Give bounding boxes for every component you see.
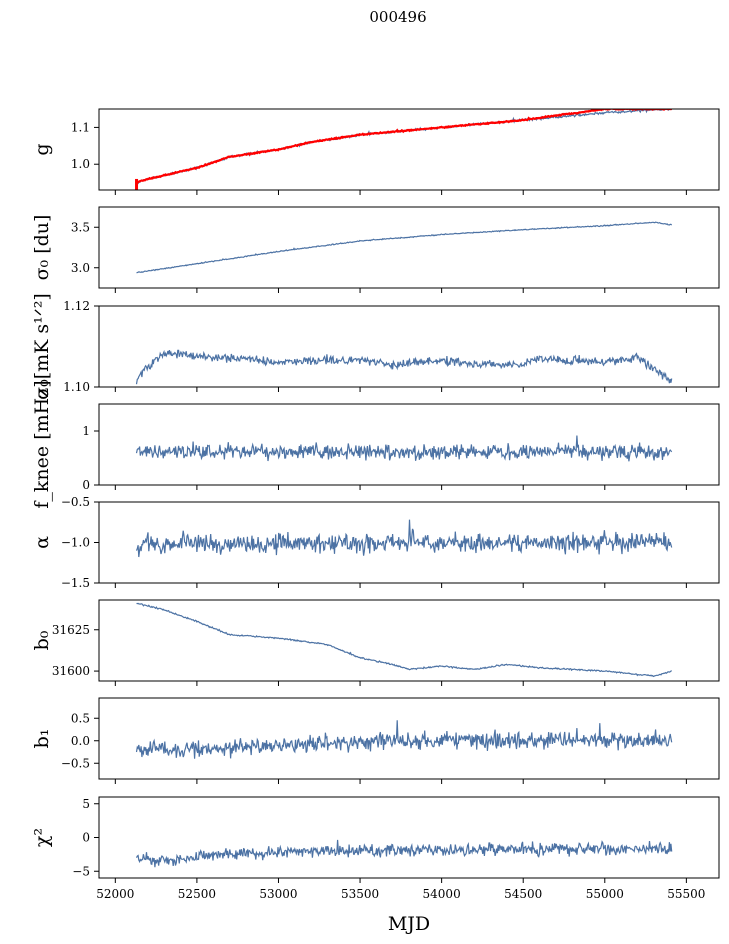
chart-title: 000496 (369, 8, 426, 26)
panel-chi2: −5 0 5 χ² (31, 796, 720, 883)
y-tick-label-sigma0-mk: 1.12 (63, 299, 90, 313)
y-tick-label-sigma0-mk: 1.10 (63, 380, 90, 394)
y-tick-label-chi2: 5 (82, 797, 90, 811)
y-axis-label-g: g (31, 143, 53, 155)
panel-frame-sigma0-mk (98, 305, 720, 388)
x-axis-label: MJD (388, 913, 430, 935)
panel-frame-b0 (98, 599, 720, 682)
y-tick-label-g: 1.0 (71, 157, 90, 171)
panel-fknee: 0 1 f_knee [mHz] (31, 380, 720, 509)
y-tick-label-sigma0-du: 3.0 (71, 261, 90, 275)
panel-g: 1.0 1.1 g (31, 108, 720, 195)
y-tick-label-b1: −0.5 (61, 756, 90, 770)
y-axis-label-b0: b₀ (31, 630, 53, 650)
series-line-sigma0-calibrated (135, 349, 673, 385)
series-line-b1 (135, 720, 673, 759)
y-tick-label-chi2: −5 (72, 864, 90, 878)
panel-frame-b1 (98, 697, 720, 780)
y-tick-label-g: 1.1 (71, 120, 90, 134)
y-axis-label-sigma0-du: σ₀ [du] (31, 215, 53, 281)
y-tick-label-sigma0-du: 3.5 (71, 220, 90, 234)
x-tick-label: 52000 (96, 887, 134, 901)
panel-b1: −0.5 0.0 0.5 b₁ (31, 697, 720, 784)
series-line-chi2 (135, 839, 673, 868)
y-axis-label-chi2: χ² (31, 828, 53, 847)
panel-frame-sigma0-du (98, 206, 720, 289)
y-tick-label-b1: 0.0 (71, 734, 90, 748)
y-tick-label-alpha: −1.5 (61, 576, 90, 590)
x-tick-label: 53500 (341, 887, 379, 901)
series-line-alpha (135, 519, 673, 558)
y-axis-label-alpha: α (31, 536, 53, 549)
y-tick-label-fknee: 0 (82, 478, 90, 492)
x-tick-label: 54500 (504, 887, 542, 901)
y-tick-label-b1: 0.5 (71, 711, 90, 725)
panel-frame-chi2 (98, 796, 720, 879)
series-line-b0 (136, 602, 673, 678)
series-line-gain (136, 109, 673, 185)
x-tick-label: 55000 (586, 887, 624, 901)
y-tick-label-alpha: −0.5 (61, 495, 90, 509)
x-tick-label: 52500 (178, 887, 216, 901)
y-tick-label-alpha: −1.0 (61, 536, 90, 550)
series-line-gain-model (135, 109, 672, 184)
y-tick-label-b0: 31625 (52, 623, 90, 637)
y-axis-label-fknee: f_knee [mHz] (31, 380, 53, 508)
y-tick-label-fknee: 1 (82, 424, 90, 438)
panel-alpha: −1.5 −1.0 −0.5 α (31, 495, 720, 590)
y-tick-label-chi2: 0 (82, 831, 90, 845)
x-tick-label: 55500 (667, 887, 705, 901)
y-tick-label-b0: 31600 (52, 664, 90, 678)
x-axis: 52000 52500 53000 53500 54000 54500 55000 55500 (96, 887, 705, 901)
y-axis-label-sigma0-mk: σ₀[mK s¹ᐟ²] (31, 293, 53, 400)
y-axis-label-b1: b₁ (31, 729, 53, 749)
panel-sigma0-mk: 1.10 1.12 σ₀[mK s¹ᐟ²] (31, 293, 720, 400)
x-tick-label: 53000 (259, 887, 297, 901)
series-line-sigma0 (136, 221, 673, 274)
series-line-fknee (135, 435, 673, 462)
panel-frame-g (98, 108, 720, 191)
x-tick-label: 54000 (423, 887, 461, 901)
panel-frame-fknee (98, 403, 720, 486)
panel-sigma0-du: 3.0 3.5 σ₀ [du] (31, 206, 720, 293)
